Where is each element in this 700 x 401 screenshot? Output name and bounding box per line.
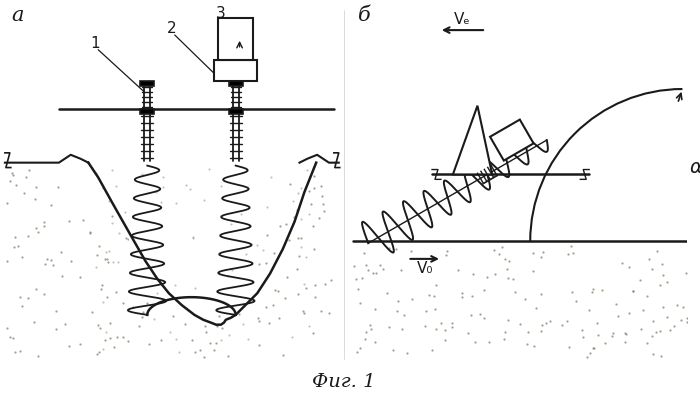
Text: V₀: V₀ <box>417 260 433 275</box>
Text: Фиг. 1: Фиг. 1 <box>312 373 375 391</box>
Bar <box>214 61 258 82</box>
Bar <box>229 82 242 87</box>
Polygon shape <box>453 106 492 175</box>
Polygon shape <box>490 120 533 161</box>
Text: 3: 3 <box>216 6 226 21</box>
Bar <box>141 82 154 87</box>
Text: 2: 2 <box>167 21 176 36</box>
Text: б: б <box>358 6 371 25</box>
Bar <box>229 109 242 114</box>
Text: 1: 1 <box>90 36 100 51</box>
Polygon shape <box>88 158 300 325</box>
Bar <box>141 109 154 114</box>
Text: Vₑ: Vₑ <box>454 12 471 27</box>
Text: α: α <box>690 158 700 177</box>
Bar <box>218 19 253 61</box>
Text: a: a <box>12 6 24 25</box>
